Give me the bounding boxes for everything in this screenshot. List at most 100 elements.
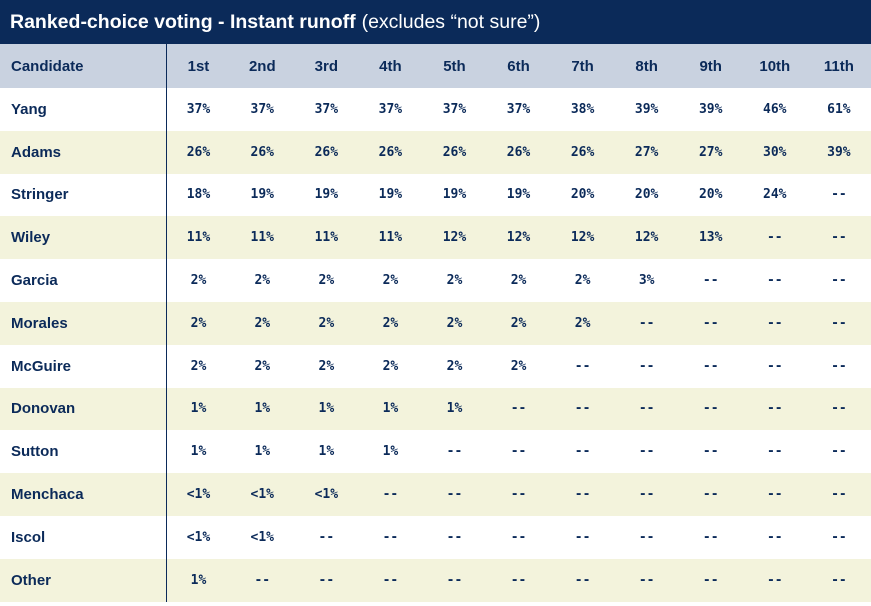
vote-share-cell: -- [638,487,655,503]
vote-share-cell: -- [766,487,783,503]
candidate-name: Menchaca [0,473,167,516]
candidate-name: Donovan [0,387,167,431]
vote-share-cell: -- [702,487,719,503]
vote-share-cell: 1% [254,401,271,417]
vote-share-cell: 26% [570,144,595,160]
table-row: Wiley 11% 11% 11% 11% 12% 12% 12% 12% 13% -- -- [0,216,871,260]
vote-share-cell: <1% [186,487,211,503]
vote-share-cell: 13% [698,230,723,246]
vote-share-cell: -- [831,358,847,374]
vote-share-cell: -- [702,358,719,374]
vote-share-cell: 37% [506,101,531,117]
table-row: Menchaca <1% <1% <1% -- -- -- -- -- -- -- -- [0,473,871,516]
vote-share-cell: -- [574,444,591,460]
vote-share-cell: 20% [634,187,659,203]
vote-share-cell: -- [831,315,847,331]
vote-share-cell: -- [702,444,719,460]
column-header-round-7: 7th [571,57,594,75]
vote-share-cell: -- [831,572,847,588]
vote-share-cell: 2% [254,358,271,374]
vote-share-cell: 11% [314,230,339,246]
vote-share-cell: 2% [254,273,271,289]
vote-share-cell: 38% [570,101,595,117]
vote-share-cell: 1% [382,401,399,417]
vote-share-cell: -- [446,487,463,503]
vote-share-cell: 11% [250,230,275,246]
vote-share-cell: -- [638,572,655,588]
vote-share-cell: 24% [763,187,787,203]
vote-share-cell: 37% [186,101,211,117]
vote-share-cell: 11% [378,230,403,246]
vote-share-cell: 19% [506,187,531,203]
vote-share-cell: 2% [510,315,527,331]
vote-share-cell: 1% [446,401,463,417]
vote-share-cell: 2% [446,358,463,374]
vote-share-cell: 26% [314,144,339,160]
vote-share-cell: 11% [186,230,211,246]
vote-share-cell: 61% [827,101,851,117]
vote-share-cell: 20% [698,187,723,203]
vote-share-cell: 1% [190,572,207,588]
vote-share-cell: 39% [634,101,659,117]
vote-share-cell: -- [702,529,719,545]
vote-share-cell: 2% [574,315,591,331]
vote-share-cell: 19% [378,187,403,203]
vote-share-cell: 1% [382,444,399,460]
vote-share-cell: -- [702,273,719,289]
candidate-name: Stringer [0,173,167,217]
vote-share-cell: -- [831,230,847,246]
vote-share-cell: 2% [382,273,399,289]
vote-share-cell: -- [574,401,591,417]
vote-share-cell: -- [318,572,335,588]
vote-share-cell: -- [702,315,719,331]
vote-share-cell: 2% [190,315,207,331]
candidate-name: Wiley [0,216,167,260]
vote-share-cell: -- [766,315,783,331]
vote-share-cell: -- [831,529,847,545]
vote-share-cell: 19% [314,187,339,203]
vote-share-cell: 26% [506,144,531,160]
column-header-round-4: 4th [379,57,402,75]
vote-share-cell: -- [831,444,847,460]
vote-share-cell: -- [638,401,655,417]
vote-share-cell: -- [574,572,591,588]
candidate-name: Other [0,558,167,602]
vote-share-cell: -- [382,529,399,545]
vote-share-cell: 2% [446,273,463,289]
vote-share-cell: 12% [634,230,659,246]
vote-share-cell: -- [382,572,399,588]
vote-share-cell: 2% [382,315,399,331]
table-row: Yang 37% 37% 37% 37% 37% 37% 38% 39% 39% 46% 61% [0,88,871,131]
vote-share-cell: 2% [446,315,463,331]
vote-share-cell: 2% [318,273,335,289]
candidate-name: Morales [0,301,167,345]
vote-share-cell: 12% [506,230,531,246]
vote-share-cell: -- [702,401,719,417]
vote-share-cell: 27% [634,144,659,160]
candidate-name: Sutton [0,430,167,474]
table-row: Garcia 2% 2% 2% 2% 2% 2% 2% 3% -- -- -- [0,259,871,302]
vote-share-cell: -- [766,444,783,460]
vote-share-cell: 1% [190,444,207,460]
vote-share-cell: 18% [186,187,211,203]
vote-share-cell: -- [382,487,399,503]
column-header-row: Candidate 1st 2nd 3rd 4th 5th 6th 7th 8th 9th 10th… [0,44,871,88]
candidate-name: Iscol [0,515,167,559]
vote-share-cell: 1% [254,444,271,460]
vote-share-cell: 19% [250,187,275,203]
vote-share-cell: 2% [190,358,207,374]
table-row: Donovan 1% 1% 1% 1% 1% -- -- -- -- -- -- [0,387,871,431]
vote-share-cell: 1% [318,444,335,460]
vote-share-cell: -- [831,273,847,289]
vote-share-cell: <1% [186,529,211,545]
vote-share-cell: 27% [698,144,723,160]
column-header-round-11: 11th [823,57,854,75]
vote-share-cell: 2% [574,273,591,289]
title-bar: Ranked-choice voting - Instant runoff (e… [0,0,871,44]
vote-share-cell: -- [446,444,463,460]
vote-share-cell: -- [831,487,847,503]
vote-share-cell: <1% [250,529,275,545]
vote-share-cell: -- [766,358,783,374]
vote-share-cell: -- [766,529,783,545]
candidate-name: Yang [0,88,167,131]
